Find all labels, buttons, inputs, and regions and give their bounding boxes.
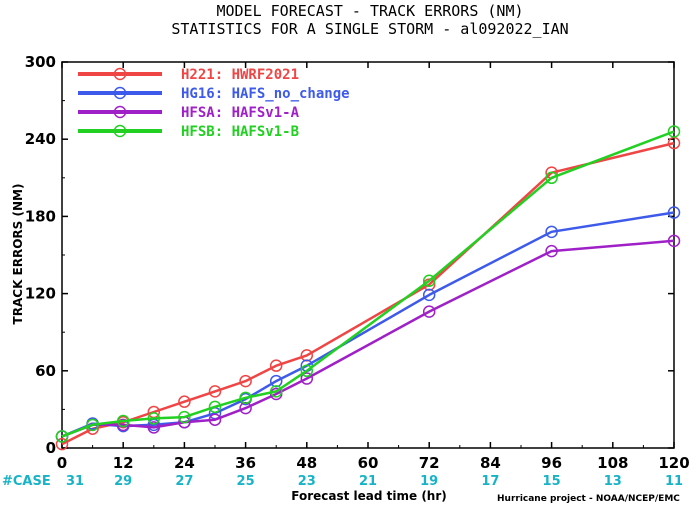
data-point [116, 414, 130, 428]
legend-entry: HG16: HAFS_no_change [181, 86, 350, 102]
series-line [61, 130, 675, 438]
x-tick-label: 12 [113, 454, 134, 472]
case-count: 17 [481, 474, 499, 489]
data-point [239, 374, 252, 388]
data-point [55, 437, 69, 451]
case-count: 15 [543, 474, 561, 489]
axis-ticks: 0 12 24 36 48 60 72 84 96 108 120 0 60 120 180 240 300 [25, 53, 690, 472]
case-counts: #CASE 31 29 27 25 23 21 19 17 15 13 11 [2, 474, 683, 489]
data-point [55, 430, 69, 443]
y-tick-label: 240 [25, 130, 56, 148]
plot-frame [61, 61, 675, 449]
case-count: 23 [298, 474, 316, 489]
y-axis-label: TRACK ERRORS (NM) [11, 184, 25, 325]
data-point [208, 385, 222, 398]
x-tick-label: 120 [658, 454, 689, 472]
data-point [300, 372, 314, 385]
series-lines [55, 125, 681, 451]
legend-entry: HFSB: HAFSv1-B [181, 124, 299, 140]
case-count: 25 [237, 474, 255, 489]
case-count: 29 [114, 474, 132, 489]
legend-marker [113, 124, 127, 138]
x-tick-label: 0 [57, 454, 67, 472]
data-point [208, 413, 222, 426]
series-line [61, 141, 675, 446]
plot-area [61, 61, 675, 449]
y-tick-label: 0 [46, 439, 56, 457]
data-point [86, 418, 99, 432]
case-label: #CASE [2, 474, 51, 489]
chart-subtitle: STATISTICS FOR A SINGLE STORM - al092022… [171, 20, 568, 38]
legend-entry: HFSA: HAFSv1-A [181, 105, 300, 121]
legend-marker [113, 105, 127, 119]
data-point [208, 400, 222, 414]
case-count: 31 [66, 474, 84, 489]
chart-title: MODEL FORECAST - TRACK ERRORS (NM) [216, 2, 523, 20]
data-point [667, 125, 681, 138]
x-tick-label: 36 [235, 454, 256, 472]
case-count: 21 [359, 474, 377, 489]
legend-marker [113, 67, 127, 81]
data-point [545, 171, 558, 185]
data-point [422, 274, 436, 287]
data-point [178, 410, 191, 424]
y-tick-label: 300 [25, 53, 56, 71]
legend-entry: H221: HWRF2021 [181, 67, 299, 83]
series-3 [55, 125, 681, 443]
y-tick-label: 60 [35, 362, 56, 380]
x-tick-label: 48 [296, 454, 317, 472]
data-point [269, 385, 283, 398]
case-count: 19 [420, 474, 438, 489]
x-tick-label: 96 [541, 454, 562, 472]
legend-marker [113, 86, 127, 100]
data-point [300, 364, 314, 378]
y-tick-label: 180 [25, 207, 56, 225]
legend: H221: HWRF2021 HG16: HAFS_no_change HFSA: … [78, 67, 350, 140]
series-2 [55, 234, 681, 443]
data-point [667, 234, 681, 248]
data-point [116, 418, 130, 432]
series-0 [55, 136, 681, 451]
data-point [178, 395, 191, 408]
x-tick-label: 60 [358, 454, 379, 472]
data-point [147, 421, 161, 434]
data-point [545, 225, 558, 239]
data-point [269, 359, 283, 372]
data-point [422, 305, 436, 318]
data-point [422, 288, 436, 302]
x-tick-label: 72 [419, 454, 440, 472]
case-count: 27 [175, 474, 193, 489]
data-point [667, 206, 681, 219]
data-point [545, 244, 558, 258]
y-tick-label: 120 [25, 285, 56, 303]
x-axis-label: Forecast lead time (hr) [291, 489, 447, 503]
x-tick-label: 108 [597, 454, 628, 472]
x-tick-label: 24 [174, 454, 195, 472]
case-count: 13 [604, 474, 622, 489]
case-count: 11 [665, 474, 683, 489]
data-point [239, 391, 252, 405]
x-tick-label: 84 [480, 454, 501, 472]
data-point [147, 412, 161, 425]
credit-text: Hurricane project - NOAA/NCEP/EMC [497, 494, 680, 504]
